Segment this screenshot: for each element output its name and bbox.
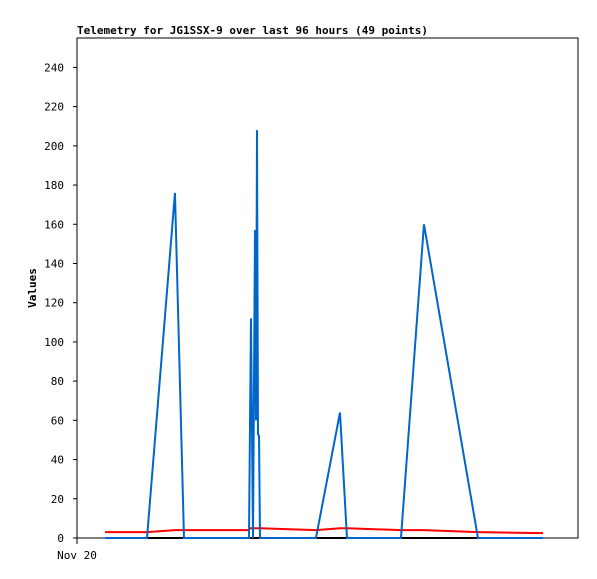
y-tick-label: 240 (44, 61, 64, 74)
y-axis-label: Values (26, 268, 39, 308)
y-tick-label: 140 (44, 257, 64, 270)
y-tick-label: 220 (44, 101, 64, 114)
chart-title: Telemetry for JG1SSX-9 over last 96 hour… (77, 24, 428, 37)
y-tick-label: 60 (51, 414, 64, 427)
plot-frame (76, 37, 579, 539)
y-tick-label: 180 (44, 179, 64, 192)
y-tick-label: 160 (44, 218, 64, 231)
y-tick-label: 200 (44, 140, 64, 153)
y-tick-label: 120 (44, 297, 64, 310)
x-tick-label: Nov 20 (57, 549, 97, 562)
y-tick-label: 100 (44, 336, 64, 349)
y-tick-label: 20 (51, 493, 64, 506)
y-tick-label: 0 (57, 532, 64, 545)
series-line (105, 527, 543, 535)
series-line (105, 130, 543, 539)
y-tick-label: 40 (51, 454, 64, 467)
y-tick-label: 80 (51, 375, 64, 388)
